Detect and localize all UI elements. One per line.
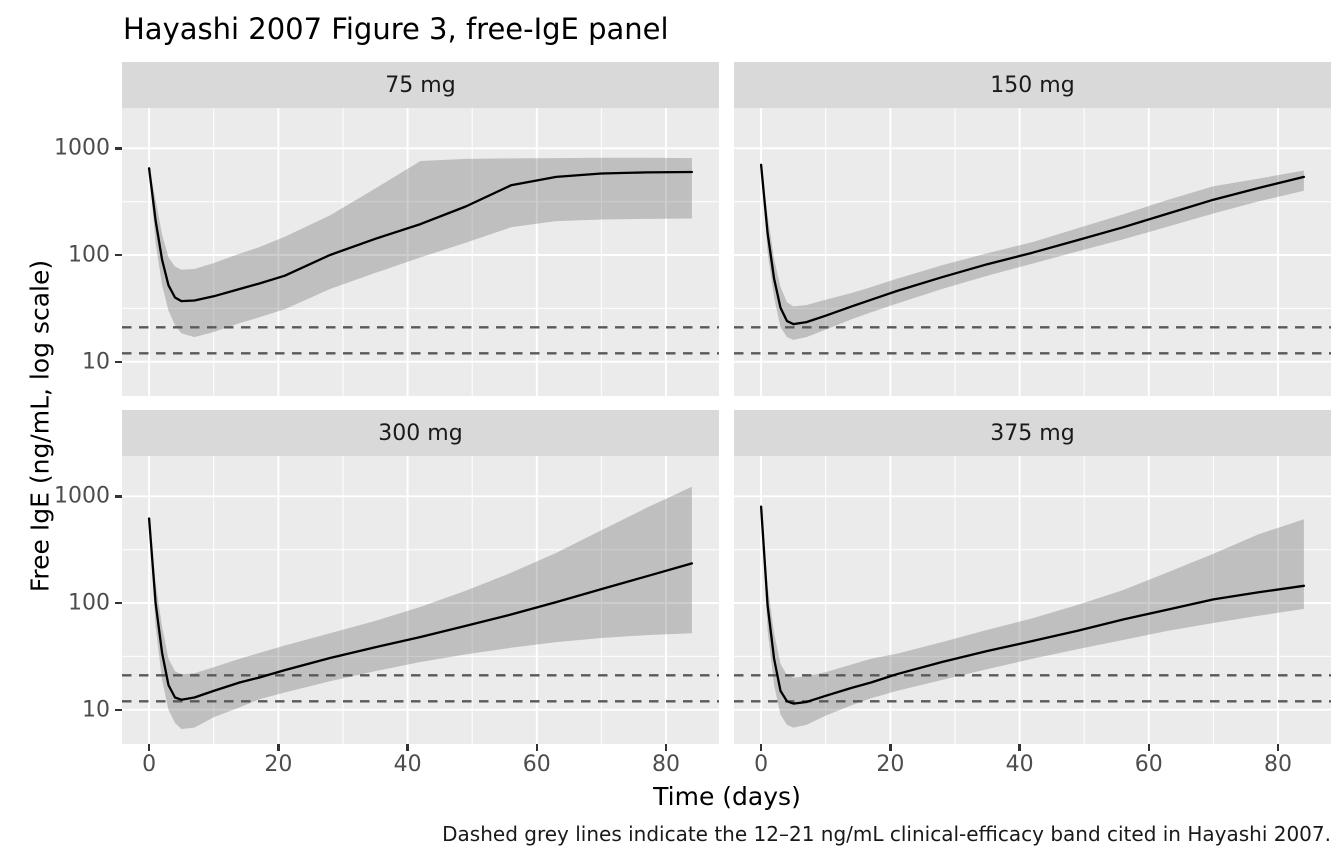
facet-strip-150-mg: 150 mg — [734, 62, 1331, 108]
facet-panel-375-mg — [734, 456, 1331, 744]
mean-line — [759, 163, 1306, 326]
x-tick-label: 20 — [264, 752, 293, 777]
x-tick-label: 80 — [1264, 752, 1292, 777]
facet-panel-150-mg — [734, 108, 1331, 396]
y-tick-mark — [115, 360, 122, 364]
x-tick-label: 0 — [754, 752, 769, 777]
y-tick-label: 1000 — [54, 135, 110, 161]
facet-plot-svg — [734, 108, 1331, 396]
x-tick-label: 40 — [1005, 752, 1034, 777]
x-tick-mark — [1276, 744, 1280, 751]
x-tick-mark — [535, 744, 538, 751]
facet-strip-300-mg: 300 mg — [122, 410, 719, 456]
facet-plot-svg — [734, 456, 1331, 744]
y-tick-mark — [115, 254, 122, 257]
facet-plot-svg — [122, 456, 719, 744]
x-tick-mark — [664, 744, 668, 751]
y-tick-label: 10 — [82, 697, 110, 723]
mean-line — [147, 517, 694, 701]
facet-panel-300-mg — [122, 456, 719, 744]
facet-strip-label: 75 mg — [385, 72, 456, 98]
x-tick-label: 60 — [1134, 752, 1163, 777]
x-tick-mark — [759, 744, 763, 751]
facet-strip-label: 375 mg — [990, 420, 1075, 446]
x-tick-mark — [1018, 744, 1021, 751]
x-tick-mark — [889, 744, 892, 751]
confidence-ribbon — [761, 506, 1304, 728]
mean-line — [759, 505, 1306, 705]
facet-strip-375-mg: 375 mg — [734, 410, 1331, 456]
x-tick-mark — [277, 744, 280, 751]
x-tick-label: 0 — [142, 752, 157, 777]
y-tick-mark — [115, 602, 122, 605]
x-tick-mark — [1147, 744, 1150, 751]
facet-plot-svg — [122, 108, 719, 396]
x-tick-mark — [406, 744, 409, 751]
facet-strip-75-mg: 75 mg — [122, 62, 719, 108]
x-tick-label: 60 — [522, 752, 551, 777]
y-tick-mark — [115, 147, 122, 150]
figure-caption: Dashed grey lines indicate the 12–21 ng/… — [442, 822, 1331, 846]
facet-panel-75-mg — [122, 108, 719, 396]
x-tick-label: 20 — [876, 752, 905, 777]
facet-strip-label: 150 mg — [990, 72, 1075, 98]
confidence-ribbon — [149, 157, 692, 338]
mean-line — [147, 167, 694, 303]
x-tick-mark — [147, 744, 151, 751]
confidence-ribbon — [149, 486, 692, 729]
x-axis-title: Time (days) — [653, 782, 801, 811]
x-tick-label: 40 — [393, 752, 422, 777]
y-tick-label: 100 — [68, 590, 110, 616]
y-tick-mark — [115, 708, 122, 712]
chart-title: Hayashi 2007 Figure 3, free-IgE panel — [123, 12, 669, 46]
x-tick-label: 80 — [652, 752, 680, 777]
y-axis-title: Free IgE (ng/mL, log scale) — [25, 259, 55, 593]
y-tick-mark — [115, 495, 122, 498]
facet-strip-label: 300 mg — [378, 420, 463, 446]
